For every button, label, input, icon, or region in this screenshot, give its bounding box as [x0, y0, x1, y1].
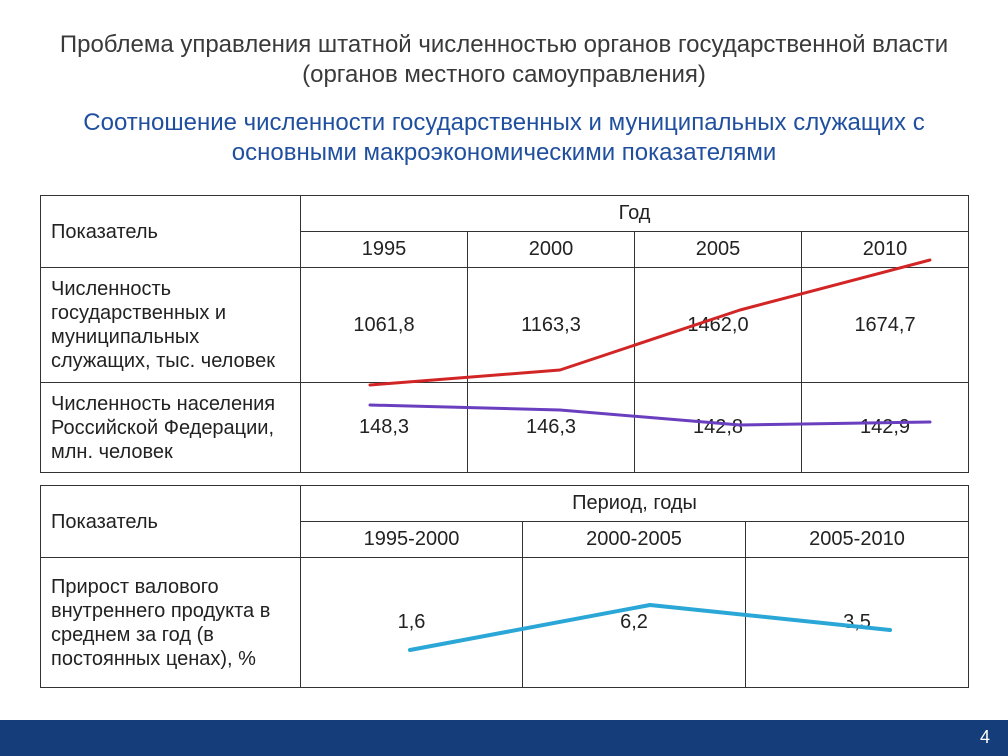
table-row: Численность государственных и муниципаль…	[41, 268, 969, 383]
page-title: Проблема управления штатной численностью…	[30, 30, 978, 90]
col-year-2: 2005	[635, 232, 802, 268]
row-label: Прирост валового внутреннего продукта в …	[41, 558, 301, 688]
col-indicator: Показатель	[41, 196, 301, 268]
col-year-3: 2010	[802, 232, 969, 268]
page-number: 4	[980, 727, 990, 748]
cell: 1,6	[301, 558, 523, 688]
cell: 142,9	[802, 383, 969, 473]
cell: 1674,7	[802, 268, 969, 383]
footer-bar	[0, 720, 1008, 756]
table-indicators-by-period: Показатель Период, годы 1995-2000 2000-2…	[40, 485, 969, 688]
row-label: Численность населения Российской Федерац…	[41, 383, 301, 473]
table-row: Численность населения Российской Федерац…	[41, 383, 969, 473]
cell: 1462,0	[635, 268, 802, 383]
row-label: Численность государственных и муниципаль…	[41, 268, 301, 383]
cell: 1061,8	[301, 268, 468, 383]
col-period-group: Период, годы	[301, 486, 969, 522]
cell: 1163,3	[468, 268, 635, 383]
cell: 142,8	[635, 383, 802, 473]
col-year-1: 2000	[468, 232, 635, 268]
col-indicator: Показатель	[41, 486, 301, 558]
table-row: Прирост валового внутреннего продукта в …	[41, 558, 969, 688]
cell: 146,3	[468, 383, 635, 473]
col-period-2: 2005-2010	[746, 522, 969, 558]
col-period-0: 1995-2000	[301, 522, 523, 558]
cell: 148,3	[301, 383, 468, 473]
col-year-0: 1995	[301, 232, 468, 268]
table-indicators-by-year: Показатель Год 1995 2000 2005 2010 Числе…	[40, 195, 969, 473]
slide: Проблема управления штатной численностью…	[0, 0, 1008, 756]
cell: 3,5	[746, 558, 969, 688]
col-period-1: 2000-2005	[523, 522, 746, 558]
page-subtitle: Соотношение численности государственных …	[30, 108, 978, 168]
col-year-group: Год	[301, 196, 969, 232]
cell: 6,2	[523, 558, 746, 688]
